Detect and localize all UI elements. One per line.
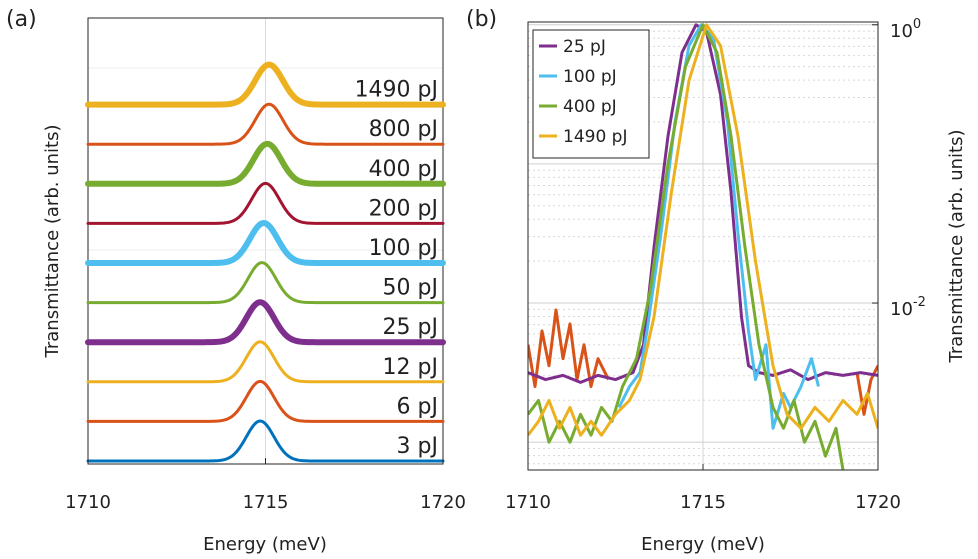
series-label-3-pj: 3 pJ — [397, 434, 438, 459]
x-tick-label: 1715 — [680, 492, 726, 513]
series-label-50-pj: 50 pJ — [383, 276, 438, 301]
series-line-3-pj — [86, 419, 445, 463]
panel-b-label: (b) — [466, 7, 497, 32]
panel-a: (a) 3 pJ 6 pJ 12 pJ 25 pJ 50 pJ 100 pJ 200 pJ 4… — [6, 7, 466, 555]
legend-label-400-pj: 400 pJ — [563, 97, 617, 117]
series-line-400-pj — [85, 140, 446, 187]
panel-a-y-axis-label: Transmittance (arb. units) — [42, 125, 63, 359]
series-label-25-pj: 25 pJ — [383, 315, 438, 340]
panel-b-y-axis-label: Transmittance (arb. units) — [946, 130, 967, 364]
series-label-400-pj: 400 pJ — [369, 157, 438, 182]
series-line-100-pj — [85, 220, 446, 266]
panel-a-x-ticks: 1710 1715 1720 — [65, 458, 466, 513]
panel-b-legend: 25 pJ 100 pJ 400 pJ 1490 pJ — [532, 29, 650, 159]
series-line-200-pj — [86, 181, 445, 225]
series-line-800-pj — [86, 102, 445, 146]
legend-label-1490-pj: 1490 pJ — [563, 127, 627, 147]
x-tick-label: 1710 — [505, 492, 551, 513]
series-line-noise-0 — [528, 308, 610, 389]
series-line-100-pj — [617, 23, 820, 430]
panel-a-label: (a) — [6, 7, 37, 32]
series-line-50-pj — [86, 261, 445, 305]
panel-b-curves — [528, 23, 878, 470]
series-label-6-pj: 6 pJ — [397, 394, 438, 419]
panel-b-x-axis-label: Energy (meV) — [641, 534, 765, 555]
series-label-200-pj: 200 pJ — [369, 196, 438, 221]
series-line-25-pj — [85, 299, 446, 346]
panel-b: (b) 25 pJ 100 pJ 400 pJ 1490 pJ 1710 1715 172… — [466, 7, 967, 555]
series-label-12-pj: 12 pJ — [383, 355, 438, 380]
series-line-12-pj — [86, 340, 445, 384]
series-label-1490-pj: 1490 pJ — [355, 78, 438, 103]
series-label-800-pj: 800 pJ — [369, 117, 438, 142]
panel-a-curves — [85, 61, 446, 463]
series-line-1490-pj — [528, 23, 878, 437]
legend-label-25-pj: 25 pJ — [563, 37, 606, 57]
panel-b-x-ticks: 1710 1715 1720 — [505, 464, 901, 513]
series-line-1490-pj — [85, 61, 446, 108]
y-tick-label: 10-2 — [890, 295, 926, 320]
y-tick-label: 100 — [890, 17, 921, 42]
x-tick-label: 1720 — [855, 492, 901, 513]
x-tick-label: 1710 — [65, 492, 111, 513]
x-tick-label: 1720 — [420, 492, 466, 513]
legend-label-100-pj: 100 pJ — [563, 67, 617, 87]
series-label-100-pj: 100 pJ — [369, 236, 438, 261]
panel-a-series-labels: 3 pJ 6 pJ 12 pJ 25 pJ 50 pJ 100 pJ 200 pJ 400 p… — [355, 78, 438, 459]
series-line-6-pj — [86, 379, 445, 423]
panel-b-y-ticks: 100 10-2 — [872, 17, 926, 320]
panel-a-x-axis-label: Energy (meV) — [203, 534, 327, 555]
panel-b-grid — [528, 22, 878, 470]
x-tick-label: 1715 — [243, 492, 289, 513]
